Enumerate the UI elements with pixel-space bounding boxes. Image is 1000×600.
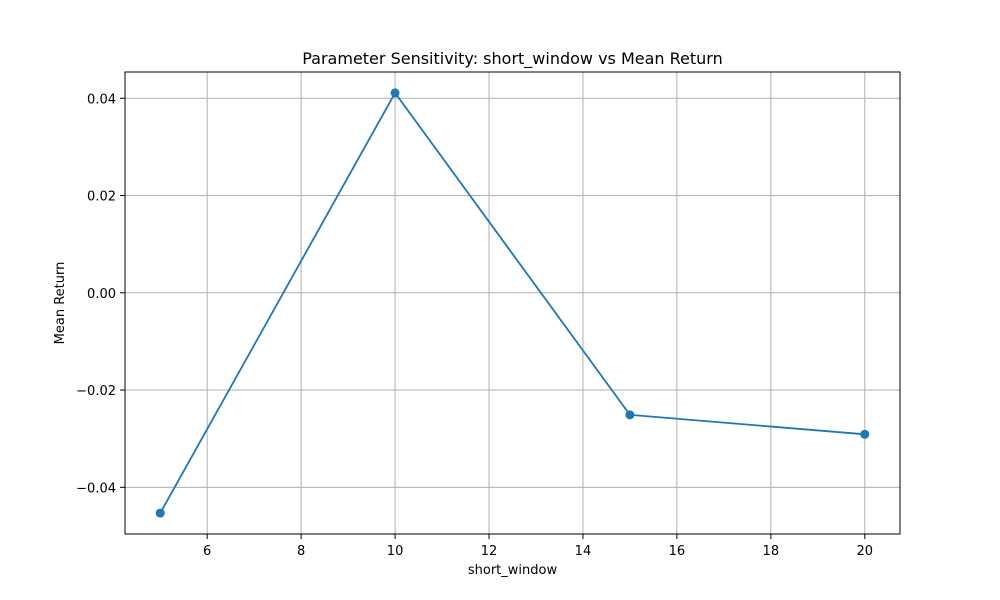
x-tick-label: 12 [481, 544, 498, 559]
ticks: 6 8 10 12 14 16 18 20 −0.04 −0.02 0.00 0.02 0.04 [76, 92, 873, 559]
plot-area [125, 72, 900, 534]
data-point-marker [155, 508, 165, 518]
x-tick-label: 8 [297, 544, 305, 559]
series [155, 88, 870, 518]
series-line [159, 92, 865, 514]
x-tick-label: 6 [203, 544, 211, 559]
y-axis-label: Mean Return [53, 262, 68, 345]
y-tick-label: 0.04 [87, 92, 116, 107]
chart-title: Parameter Sensitivity: short_window vs M… [302, 49, 723, 69]
x-tick-label: 18 [763, 544, 780, 559]
y-tick-label: −0.02 [76, 384, 116, 399]
y-tick-label: 0.02 [87, 190, 116, 205]
y-tick-label: −0.04 [76, 481, 116, 496]
x-tick-label: 10 [387, 544, 404, 559]
grid [125, 72, 900, 534]
x-tick-label: 20 [856, 544, 873, 559]
x-axis-label: short_window [468, 563, 558, 578]
x-tick-label: 14 [575, 544, 592, 559]
x-tick-label: 16 [669, 544, 686, 559]
plot-frame [124, 71, 901, 535]
data-point-marker [390, 88, 400, 98]
data-point-marker [625, 410, 635, 420]
data-point-marker [860, 429, 870, 439]
y-tick-label: 0.00 [87, 287, 116, 302]
